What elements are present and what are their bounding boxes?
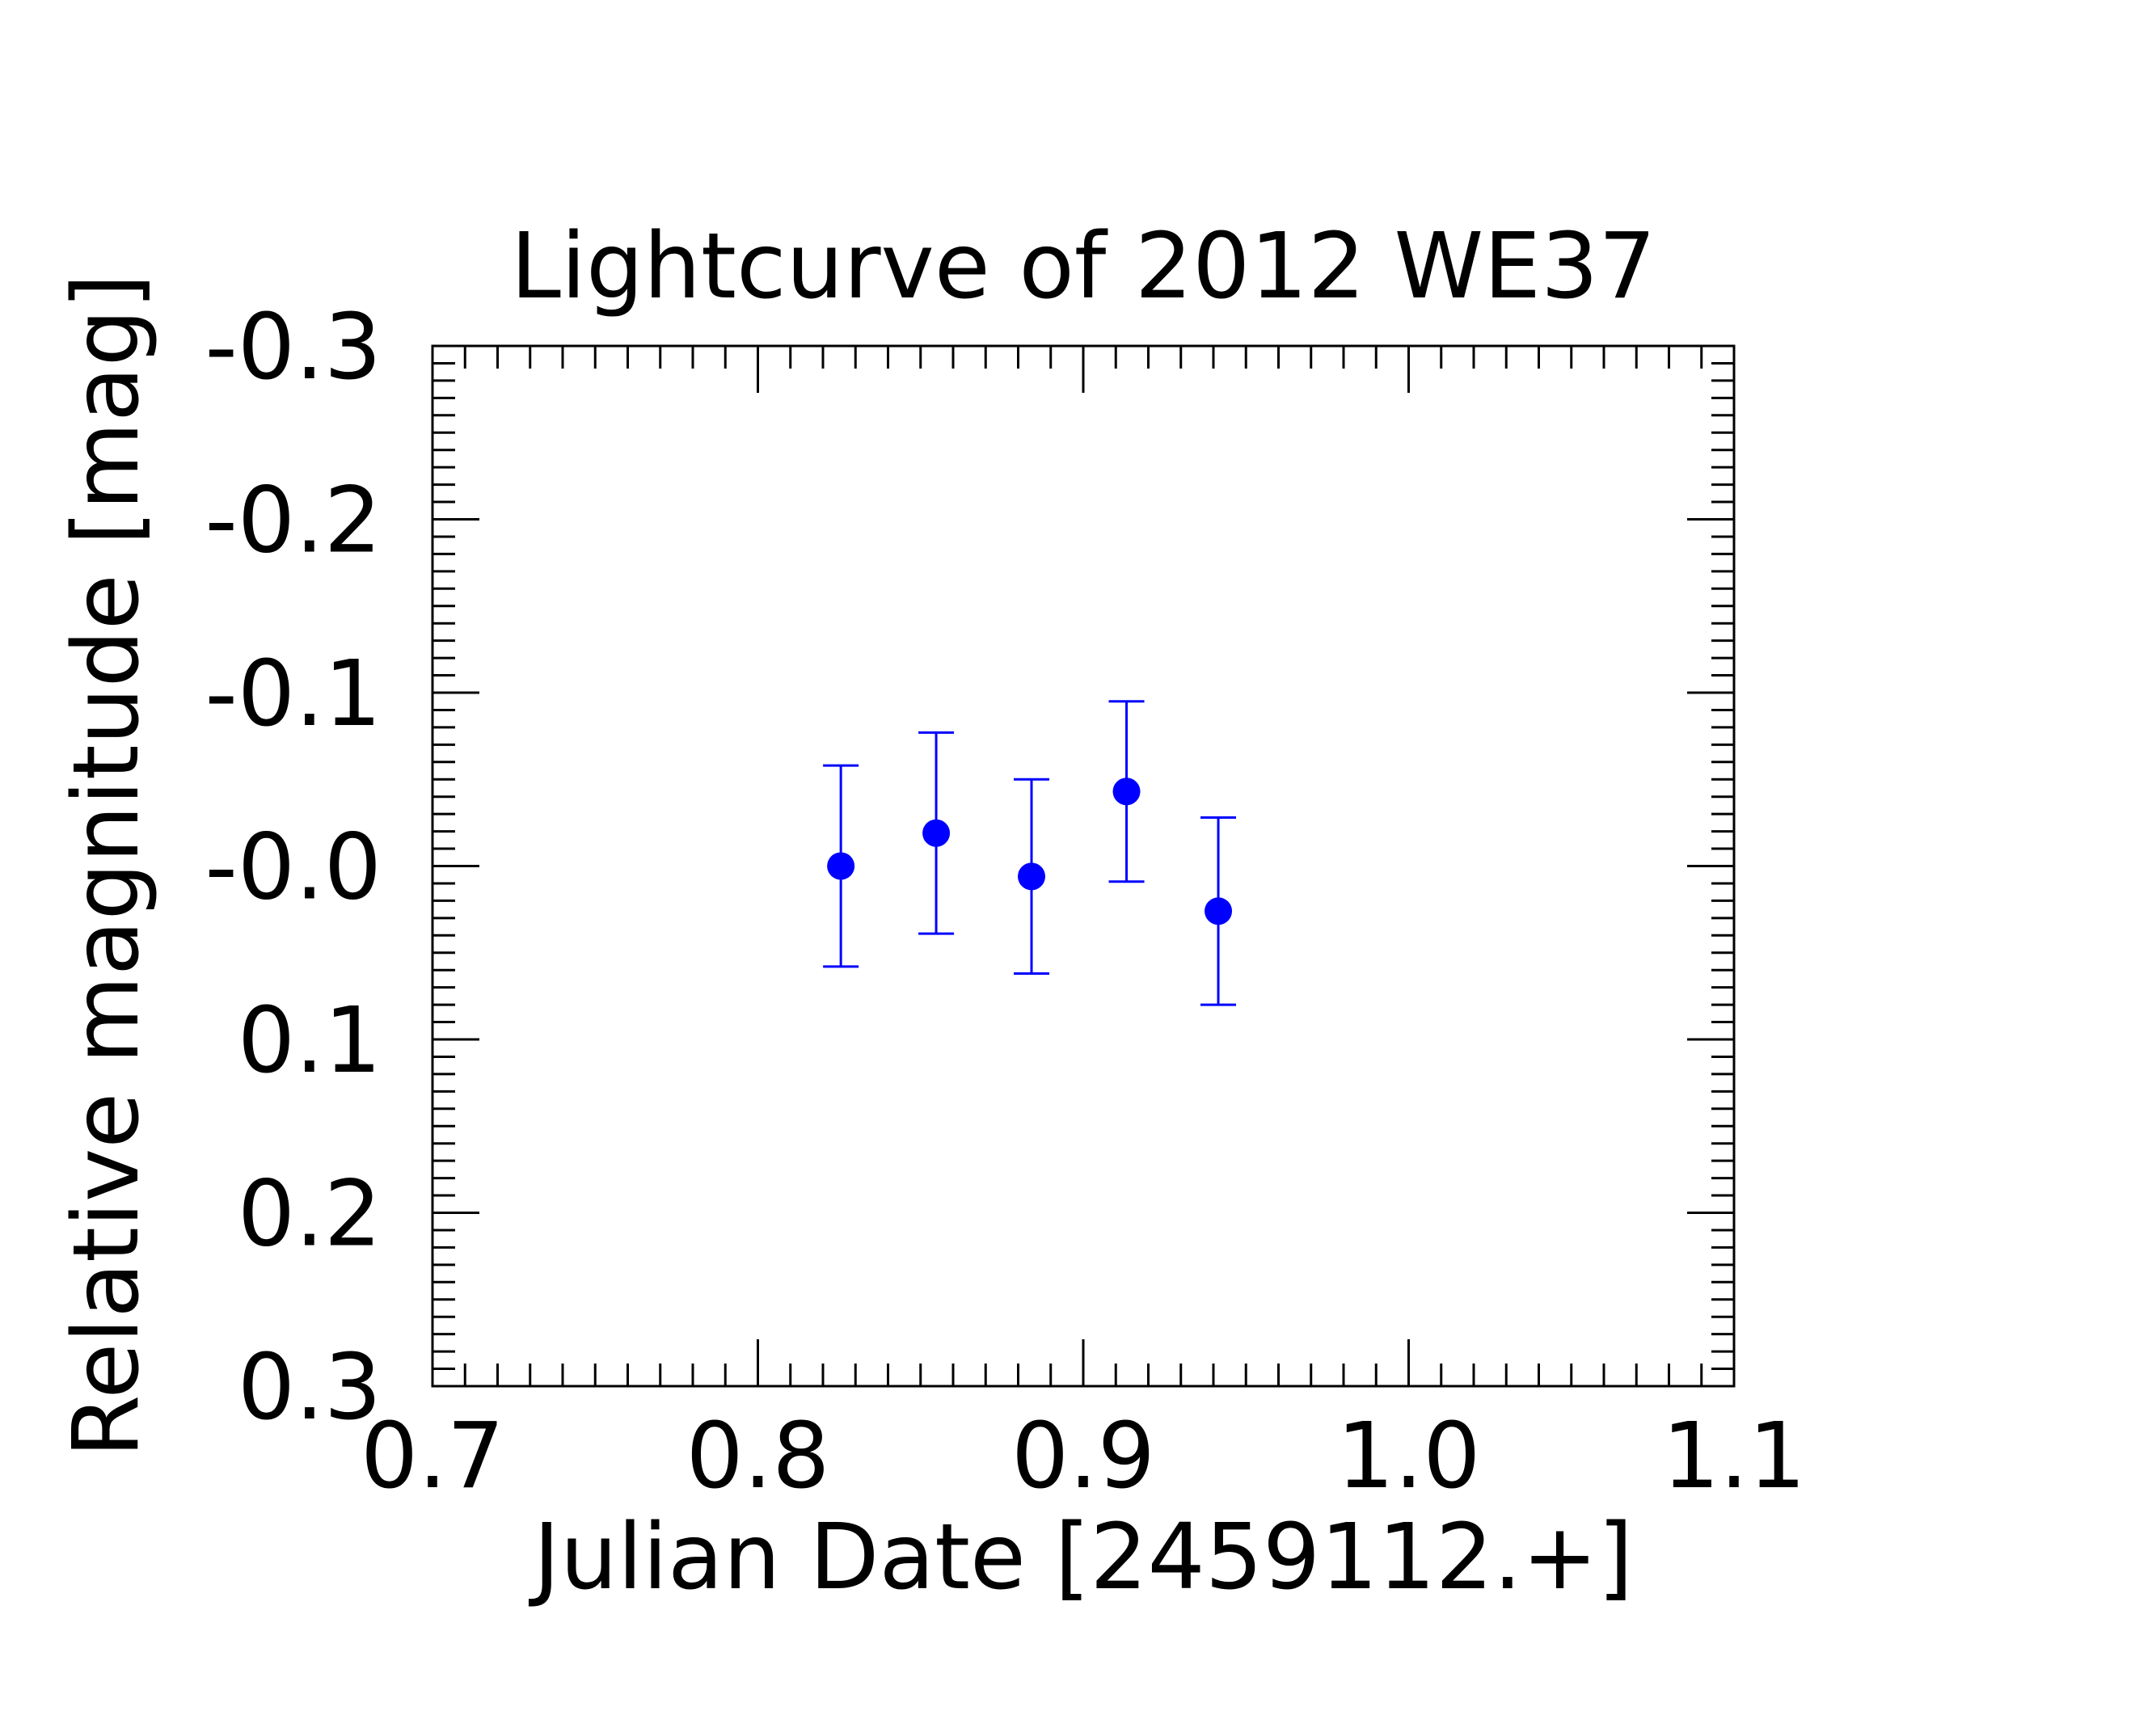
- y-tick-label: 0.3: [238, 1335, 382, 1440]
- y-tick-label: 0.1: [238, 988, 382, 1094]
- chart-title: Lightcurve of 2012 WE37: [510, 214, 1656, 319]
- plot-frame: [431, 344, 1736, 1388]
- y-tick-label: -0.0: [205, 816, 382, 921]
- data-point: [1018, 862, 1046, 891]
- x-axis-label: Julian Date [2459112.+]: [529, 1505, 1633, 1610]
- x-tick-label: 0.8: [686, 1404, 829, 1509]
- data-point: [1205, 897, 1233, 925]
- x-tick-label: 0.9: [1011, 1404, 1155, 1509]
- x-tick-label: 1.1: [1662, 1404, 1806, 1509]
- data-point: [922, 819, 951, 847]
- y-tick-label: -0.2: [205, 469, 382, 574]
- tick-labels: 0.7 0.8 0.9 1.0 1.1 -0.3 -0.2 -0.1 -0.0 0.1 0.2 0.3: [205, 295, 1806, 1509]
- data-point: [1112, 778, 1141, 806]
- y-tick-label: -0.3: [205, 295, 382, 400]
- axis-ticks: [431, 344, 1736, 1388]
- x-tick-label: 1.0: [1336, 1404, 1480, 1509]
- data-points: [823, 700, 1237, 1006]
- data-point: [827, 852, 855, 880]
- x-tick-label: 0.7: [361, 1404, 504, 1509]
- y-axis-label: Relative magnitude [mag]: [54, 274, 159, 1458]
- y-tick-label: -0.1: [205, 642, 382, 747]
- y-tick-label: 0.2: [238, 1162, 382, 1267]
